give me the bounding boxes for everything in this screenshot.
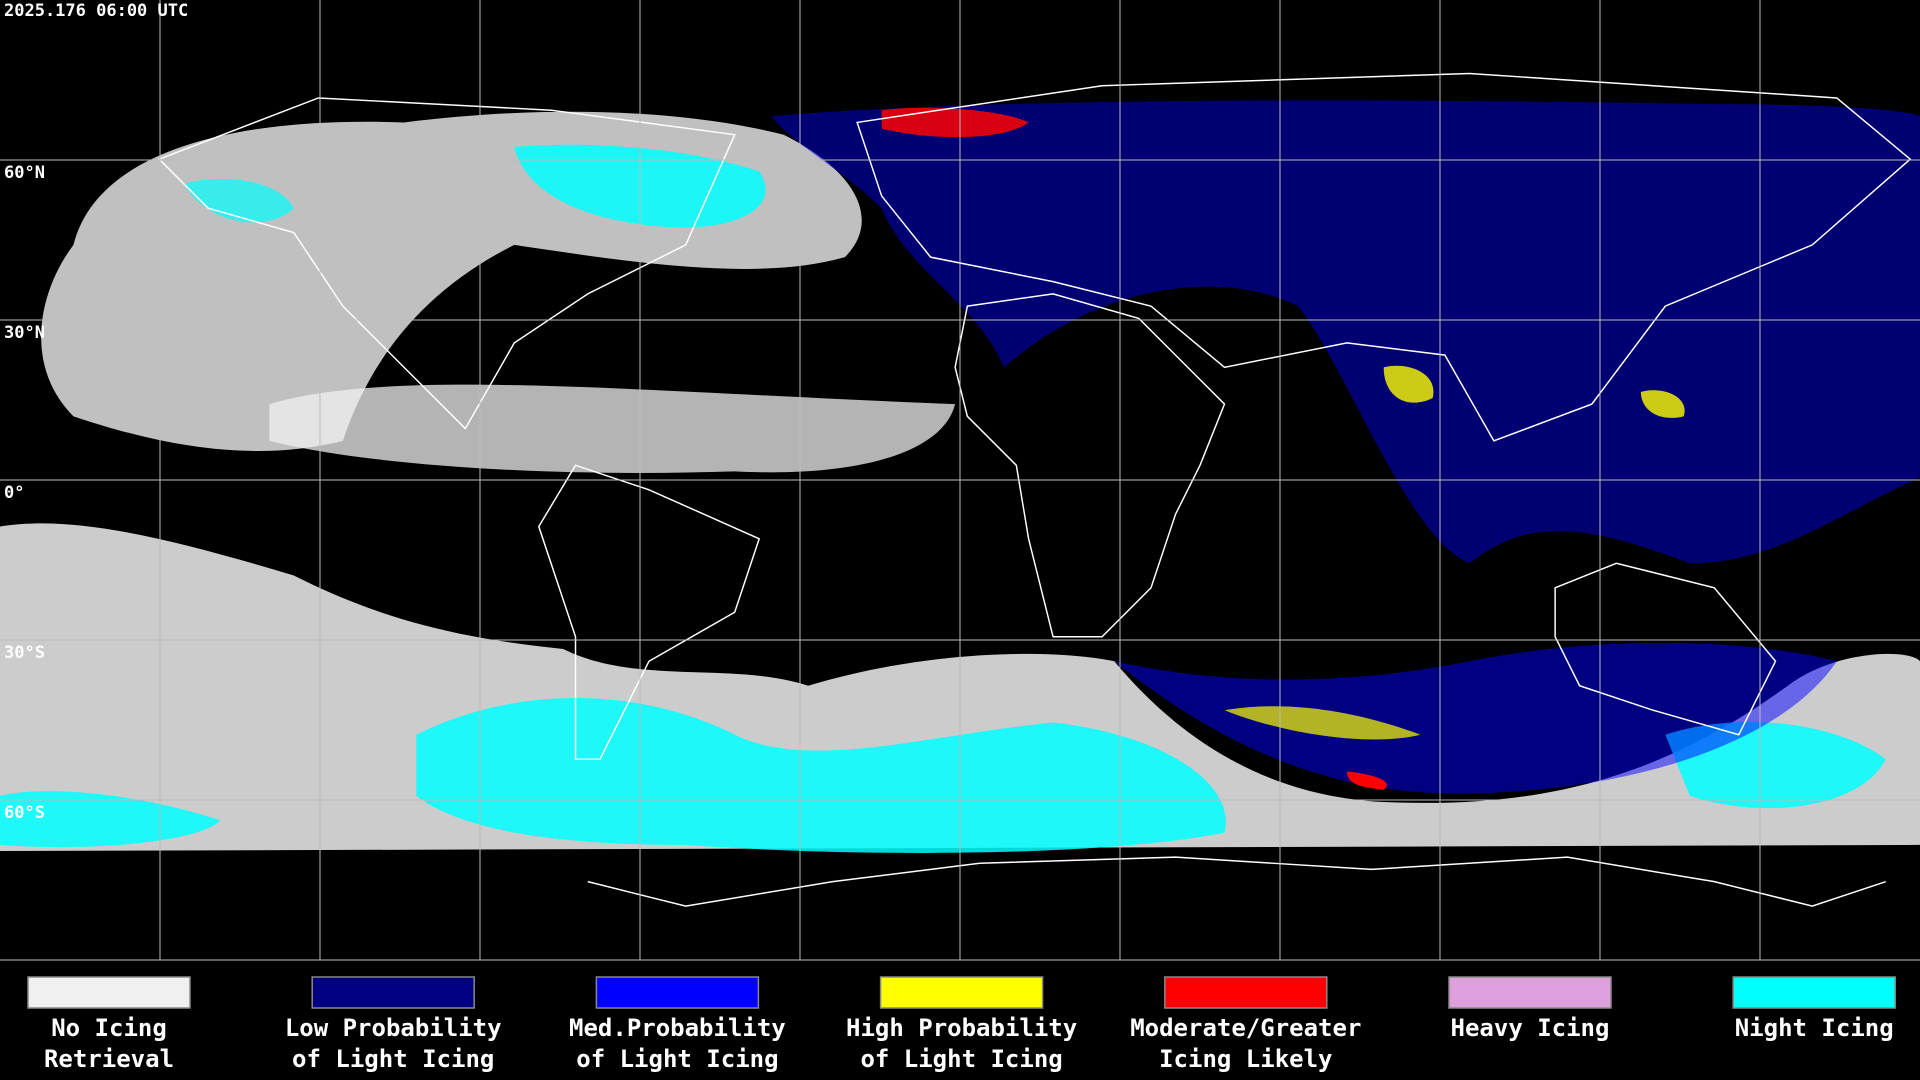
legend-label: Icing Likely — [1159, 1045, 1332, 1073]
coastline — [856, 72, 1912, 442]
legend-swatch — [27, 976, 191, 1009]
legend-label: Med.Probability — [569, 1014, 786, 1042]
coastline — [537, 464, 761, 760]
night-region — [0, 791, 221, 848]
latitude-label: 60°S — [4, 803, 45, 823]
icing-region — [1383, 365, 1434, 403]
icing-region — [1346, 771, 1387, 790]
latitude-label: 30°N — [4, 323, 45, 343]
legend-swatch — [879, 976, 1044, 1009]
graticule: 60°N 30°N 0° 30°S 60°S — [0, 0, 1920, 961]
legend-label: High Probability — [846, 1014, 1077, 1042]
legend-label: Moderate/Greater — [1130, 1014, 1361, 1042]
legend-label: Retrieval — [44, 1045, 174, 1073]
coastline — [954, 293, 1226, 638]
coastline — [1554, 562, 1777, 736]
icing-region — [881, 107, 1029, 138]
night-region — [416, 697, 1226, 853]
coastline — [587, 856, 1886, 907]
imagery — [0, 72, 1920, 907]
legend-swatch — [1164, 976, 1328, 1009]
latitude-label: 60°N — [4, 163, 45, 183]
icing-region — [1224, 706, 1421, 740]
legend-label: of Light Icing — [292, 1045, 494, 1073]
legend-label: No Icing — [51, 1014, 167, 1042]
timestamp: 2025.176 06:00 UTC — [4, 1, 188, 21]
legend-label: of Light Icing — [576, 1045, 778, 1073]
icing-region — [1640, 390, 1685, 418]
coastline — [157, 97, 736, 430]
legend-swatch — [1448, 976, 1612, 1009]
icing-region — [1114, 642, 1837, 794]
legend-label: Heavy Icing — [1451, 1014, 1610, 1042]
legend-label: Night Icing — [1735, 1014, 1894, 1042]
night-region — [183, 178, 294, 223]
legend: No Icing Retrieval Low Probability of Light… — [27, 976, 1896, 1073]
legend-swatch — [311, 976, 475, 1009]
legend-label: of Light Icing — [860, 1045, 1062, 1073]
legend-swatch — [595, 976, 760, 1009]
latitude-label: 0° — [4, 483, 24, 503]
legend-label: Low Probability — [285, 1014, 502, 1042]
cloud-region — [269, 384, 956, 473]
legend-swatch — [1732, 976, 1896, 1009]
latitude-label: 30°S — [4, 643, 45, 663]
icing-region — [771, 100, 1920, 564]
